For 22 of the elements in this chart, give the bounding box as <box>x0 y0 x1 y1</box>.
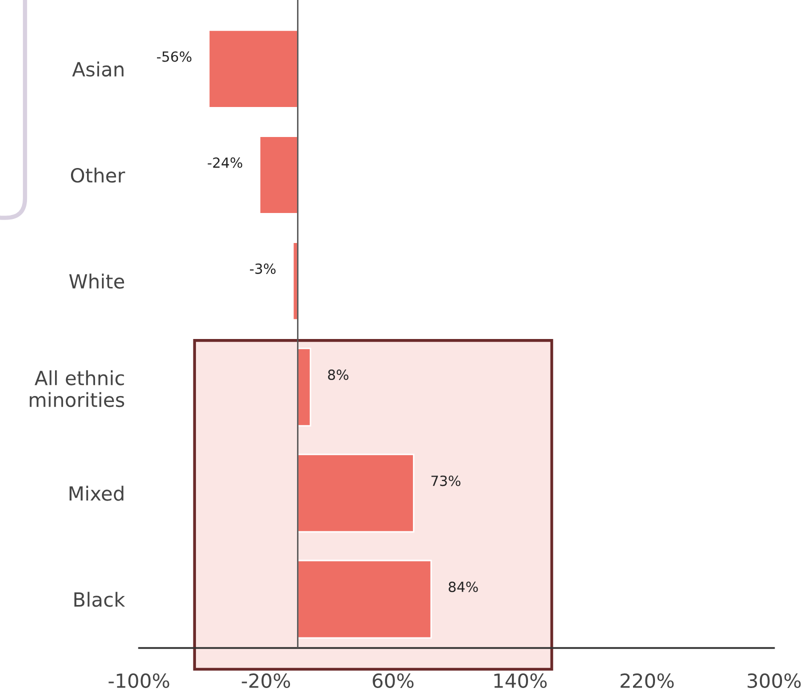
bar <box>258 136 298 214</box>
y-tick-label: Black <box>74 592 126 607</box>
y-tick-label: Asian <box>72 62 124 77</box>
data-label: 84% <box>448 582 478 592</box>
x-tick-label: -100% <box>108 673 170 688</box>
y-tick-label: All ethnic minorities <box>30 370 124 408</box>
x-tick-label: 140% <box>494 673 547 688</box>
data-label: -56% <box>156 51 192 62</box>
bar <box>297 454 414 533</box>
data-label: 8% <box>328 370 348 380</box>
data-label: -24% <box>208 157 242 168</box>
y-tick-label: Other <box>70 168 126 183</box>
y-tick-label: Mixed <box>70 486 124 501</box>
data-label: 73% <box>431 476 460 486</box>
x-tick-label: 300% <box>748 673 801 688</box>
bar <box>208 30 298 108</box>
x-tick-label: -20% <box>242 673 290 688</box>
data-label: -3% <box>250 263 276 274</box>
x-tick-label: 220% <box>620 673 674 688</box>
bar <box>297 560 432 639</box>
x-tick-label: 60% <box>372 673 414 688</box>
y-tick-label: White <box>69 274 124 289</box>
